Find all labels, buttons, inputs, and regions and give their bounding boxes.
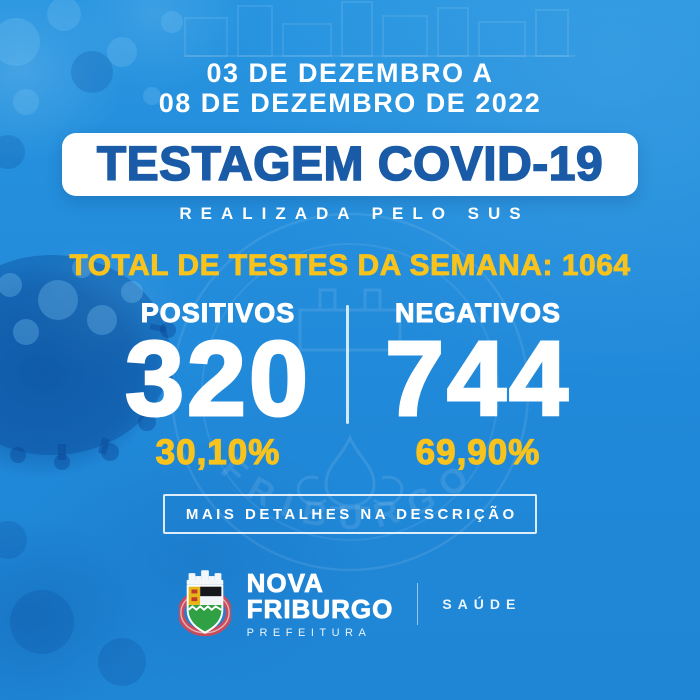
details-cta-button[interactable]: MAIS DETALHES NA DESCRIÇÃO [163, 494, 537, 534]
org-name-line2: FRIBURGO [246, 593, 394, 624]
org-subtitle: PREFEITURA [246, 626, 372, 639]
positive-count: 320 [124, 320, 311, 438]
date-range: 03 DE DEZEMBRO A 08 DE DEZEMBRO DE 2022 [0, 58, 700, 118]
total-tests-line: TOTAL DE TESTES DA SEMANA: 1064 [0, 249, 700, 283]
negative-stat-column: NEGATIVOS 744 69,90% [333, 297, 623, 473]
total-tests-value: 1064 [561, 249, 631, 283]
total-tests-label: TOTAL DE TESTES DA SEMANA: [69, 249, 553, 283]
stats-divider [346, 305, 349, 424]
skyline-watermark-icon [184, 1, 575, 57]
positive-stat-column: POSITIVOS 320 30,10% [73, 297, 363, 473]
date-line2: 08 DE DEZEMBRO DE 2022 [158, 88, 542, 118]
org-name-block: NOVA FRIBURGO PREFEITURA [246, 567, 394, 639]
negative-count: 744 [384, 320, 571, 438]
department-label: SAÚDE [442, 596, 522, 612]
footer-divider [417, 583, 419, 625]
positive-percent: 30,10% [155, 432, 281, 472]
nova-friburgo-crest-icon [178, 570, 231, 637]
date-line1: 03 DE DEZEMBRO A [206, 58, 494, 88]
poster-title: TESTAGEM COVID-19 [96, 137, 604, 192]
negative-percent: 69,90% [415, 432, 541, 472]
poster-subtitle: REALIZADA PELO SUS [179, 204, 530, 223]
negative-label: NEGATIVOS [394, 298, 562, 329]
title-banner: TESTAGEM COVID-19 [62, 133, 638, 196]
org-name-line1: NOVA [246, 567, 324, 598]
positive-label: POSITIVOS [140, 298, 296, 329]
footer-logo-block: NOVA FRIBURGO PREFEITURA SAÚDE [0, 563, 700, 645]
